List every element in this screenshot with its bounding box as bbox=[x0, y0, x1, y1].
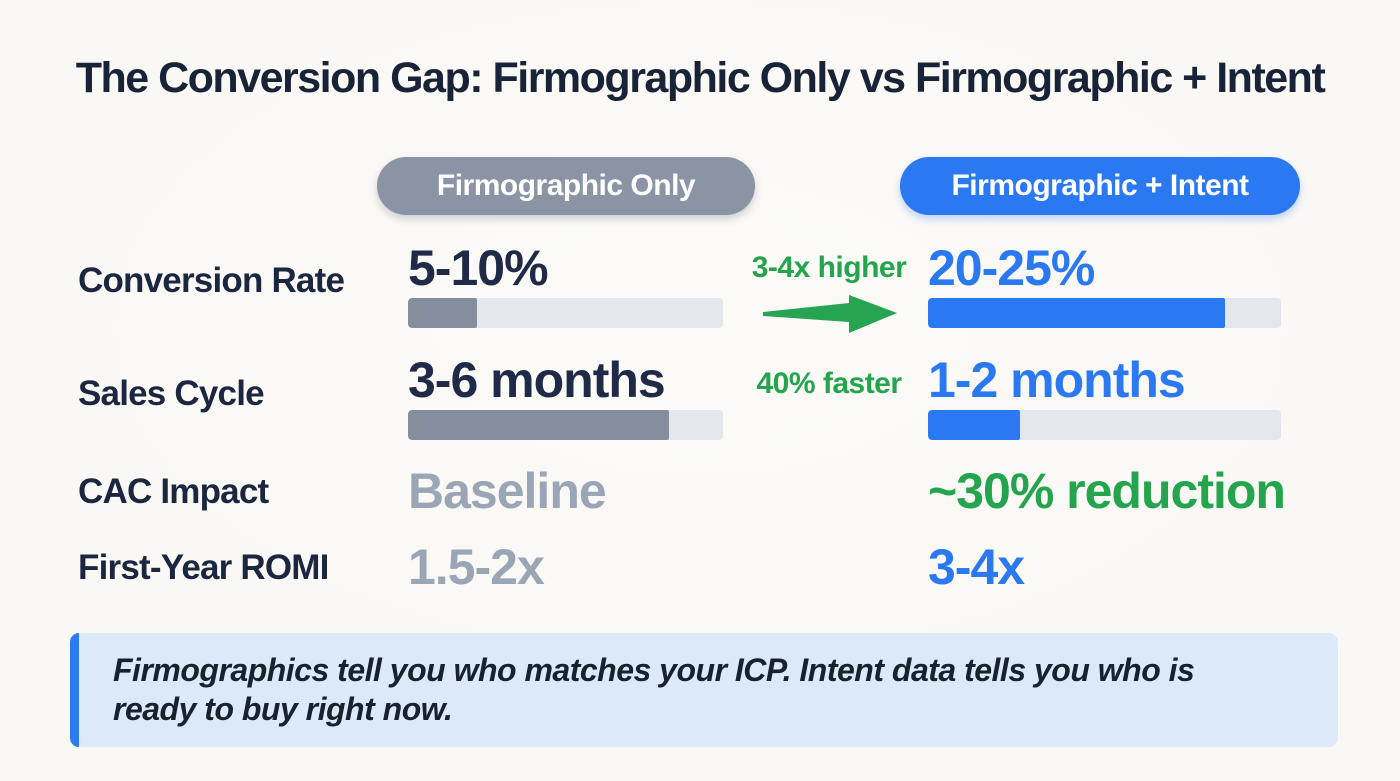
value-first-year-romi-left: 1.5-2x bbox=[408, 539, 545, 595]
value-sales-cycle-right: 1-2 months bbox=[928, 352, 1186, 408]
delta-conversion-rate: 3-4x higher bbox=[751, 251, 907, 284]
value-sales-cycle-left: 3-6 months bbox=[408, 352, 666, 408]
bar-sales-cycle-right bbox=[928, 410, 1281, 440]
bar-fill bbox=[928, 410, 1020, 440]
delta-sales-cycle: 40% faster bbox=[756, 367, 902, 400]
metric-label-conversion-rate: Conversion Rate bbox=[78, 261, 345, 300]
page-title: The Conversion Gap: Firmographic Only vs… bbox=[75, 54, 1326, 102]
bar-fill bbox=[408, 298, 478, 328]
metric-label-first-year-romi: First-Year ROMI bbox=[78, 548, 329, 587]
bar-sales-cycle-left bbox=[408, 410, 723, 440]
column-header-firmographic-only: Firmographic Only bbox=[377, 157, 755, 215]
callout-text: Firmographics tell you who matches your … bbox=[113, 652, 1195, 727]
metric-label-sales-cycle: Sales Cycle bbox=[78, 374, 265, 413]
value-cac-impact-left: Baseline bbox=[408, 463, 607, 519]
callout-box: Firmographics tell you who matches your … bbox=[70, 633, 1338, 747]
metric-label-cac-impact: CAC Impact bbox=[78, 472, 269, 511]
column-header-firmographic-intent: Firmographic + Intent bbox=[900, 157, 1300, 215]
bar-conversion-rate-right bbox=[928, 298, 1281, 328]
arrow-right-icon bbox=[763, 292, 897, 336]
value-conversion-rate-right: 20-25% bbox=[928, 240, 1095, 296]
bar-conversion-rate-left bbox=[408, 298, 723, 328]
column-header-label: Firmographic Only bbox=[436, 169, 696, 202]
value-cac-impact-right: ~30% reduction bbox=[928, 463, 1286, 519]
bar-fill bbox=[928, 298, 1225, 328]
bar-fill bbox=[408, 410, 670, 440]
value-conversion-rate-left: 5-10% bbox=[408, 240, 549, 296]
column-header-label: Firmographic + Intent bbox=[951, 169, 1249, 202]
value-first-year-romi-right: 3-4x bbox=[928, 539, 1025, 595]
